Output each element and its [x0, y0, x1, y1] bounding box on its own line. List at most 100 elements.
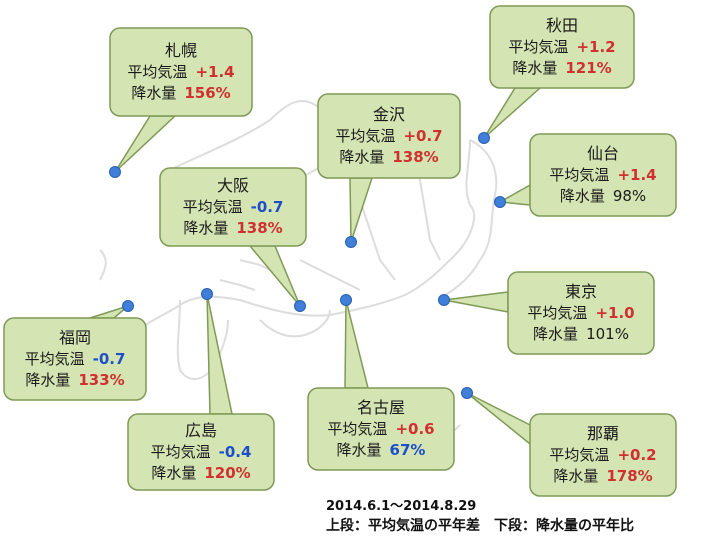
temp-row: 平均気温 -0.4 — [128, 442, 274, 463]
callout-box — [159, 167, 307, 247]
city-name: 札幌 — [164, 41, 197, 60]
city-name: 広島 — [184, 421, 217, 440]
precip-label: 降水量 — [336, 441, 382, 459]
callout-pointer — [443, 291, 509, 313]
station-marker[interactable] — [345, 236, 357, 248]
station-marker[interactable] — [340, 294, 352, 306]
temp-anomaly-value: +1.4 — [195, 63, 235, 81]
callout-box — [507, 271, 655, 355]
city-name: 福岡 — [58, 328, 91, 347]
city-callout: 大阪平均気温 -0.7 降水量 138% — [160, 175, 306, 239]
city-callout: 那覇 平均気温 +0.2 降水量 178% — [530, 423, 676, 487]
temp-row: 平均気温 +0.6 — [308, 419, 454, 440]
precip-ratio-value: 138% — [236, 219, 283, 237]
precip-label: 降水量 — [339, 148, 385, 166]
city-name: 秋田 — [545, 16, 578, 35]
temp-anomaly-value: -0.7 — [250, 198, 284, 216]
temp-row: 平均気温 +1.4 — [530, 165, 676, 186]
city-name: 名古屋 — [356, 398, 405, 417]
precip-label: 降水量 — [25, 371, 71, 389]
precip-row: 降水量 138% — [318, 147, 460, 168]
station-marker[interactable] — [478, 132, 490, 144]
precip-ratio-value: 133% — [78, 371, 125, 389]
temp-label: 平均気温 — [527, 304, 588, 322]
city-name: 金沢 — [372, 105, 405, 124]
temp-row: 平均気温 +0.2 — [530, 445, 676, 466]
temp-anomaly-value: +0.2 — [617, 446, 657, 464]
station-marker[interactable] — [109, 166, 121, 178]
precip-label: 降水量 — [559, 187, 605, 205]
callout-box — [307, 387, 455, 471]
station-marker[interactable] — [122, 300, 134, 312]
city-name: 那覇 — [586, 424, 619, 443]
callout-pointer — [483, 87, 542, 139]
precip-label: 降水量 — [533, 325, 579, 343]
temp-label: 平均気温 — [327, 420, 388, 438]
precip-row: 降水量 133% — [4, 370, 146, 391]
temp-anomaly-value: +1.2 — [576, 38, 616, 56]
city-callout: 東京平均気温 +1.0 降水量 101% — [508, 281, 654, 345]
temp-row: 平均気温 -0.7 — [160, 197, 306, 218]
temp-label: 平均気温 — [182, 198, 243, 216]
city-callout: 福岡平均気温 -0.7 降水量 133% — [4, 327, 146, 391]
station-marker[interactable] — [461, 387, 473, 399]
callout-box — [529, 133, 677, 217]
precip-ratio-value: 120% — [204, 464, 251, 482]
station-marker[interactable] — [438, 294, 450, 306]
callout-box — [3, 317, 147, 401]
city-callout: 金沢平均気温 +0.7 降水量 138% — [318, 104, 460, 168]
temp-anomaly-value: +0.6 — [395, 420, 435, 438]
station-marker[interactable] — [294, 300, 306, 312]
temp-anomaly-value: +1.4 — [617, 166, 657, 184]
precip-label: 降水量 — [183, 219, 229, 237]
city-name: 東京 — [564, 282, 597, 301]
city-callout: 広島平均気温 -0.4 降水量 120% — [128, 420, 274, 484]
legend-label: 上段：平均気温の平年差 下段：降水量の平年比 — [326, 518, 634, 534]
period-label: 2014.6.1〜2014.8.29 — [326, 499, 477, 514]
precip-row: 降水量 101% — [508, 324, 654, 345]
temp-row: 平均気温 +1.2 — [490, 37, 634, 58]
temp-anomaly-value: -0.4 — [218, 443, 252, 461]
precip-row: 降水量 98% — [530, 186, 676, 207]
temp-anomaly-value: -0.7 — [92, 350, 126, 368]
station-marker[interactable] — [201, 288, 213, 300]
precip-ratio-value: 156% — [184, 84, 231, 102]
callout-box — [529, 413, 677, 497]
city-callout: 仙台 平均気温 +1.4 降水量 98% — [530, 143, 676, 207]
temp-row: 平均気温 -0.7 — [4, 349, 146, 370]
temp-label: 平均気温 — [127, 63, 188, 81]
precip-ratio-value: 67% — [389, 441, 426, 459]
precip-label: 降水量 — [151, 464, 197, 482]
temp-label: 平均気温 — [24, 350, 85, 368]
city-callout: 札幌平均気温 +1.4 降水量 156% — [110, 40, 252, 104]
temp-anomaly-value: +0.7 — [403, 127, 443, 145]
callout-box — [317, 93, 461, 179]
precip-row: 降水量 120% — [128, 463, 274, 484]
precip-row: 降水量 138% — [160, 218, 306, 239]
precip-ratio-value: 98% — [612, 187, 647, 205]
temp-label: 平均気温 — [150, 443, 211, 461]
map-outline — [99, 100, 498, 431]
station-markers — [109, 132, 506, 399]
precip-ratio-value: 101% — [586, 325, 629, 343]
precip-ratio-value: 138% — [392, 148, 439, 166]
station-marker[interactable] — [494, 196, 506, 208]
city-callout: 名古屋平均気温 +0.6 降水量 67% — [308, 397, 454, 461]
temp-label: 平均気温 — [335, 127, 396, 145]
precip-label: 降水量 — [553, 467, 599, 485]
callout-box — [109, 27, 253, 117]
precip-row: 降水量 156% — [110, 83, 252, 104]
city-name: 大阪 — [216, 176, 249, 195]
precip-row: 降水量 121% — [490, 58, 634, 79]
callout-pointer — [114, 115, 177, 173]
temp-row: 平均気温 +0.7 — [318, 126, 460, 147]
temp-row: 平均気温 +1.0 — [508, 303, 654, 324]
precip-label: 降水量 — [512, 59, 558, 77]
callout-pointer — [344, 299, 369, 389]
city-callout: 秋田平均気温 +1.2 降水量 121% — [490, 15, 634, 79]
temp-row: 平均気温 +1.4 — [110, 62, 252, 83]
callout-pointer — [206, 293, 233, 415]
temp-anomaly-value: +1.0 — [595, 304, 635, 322]
